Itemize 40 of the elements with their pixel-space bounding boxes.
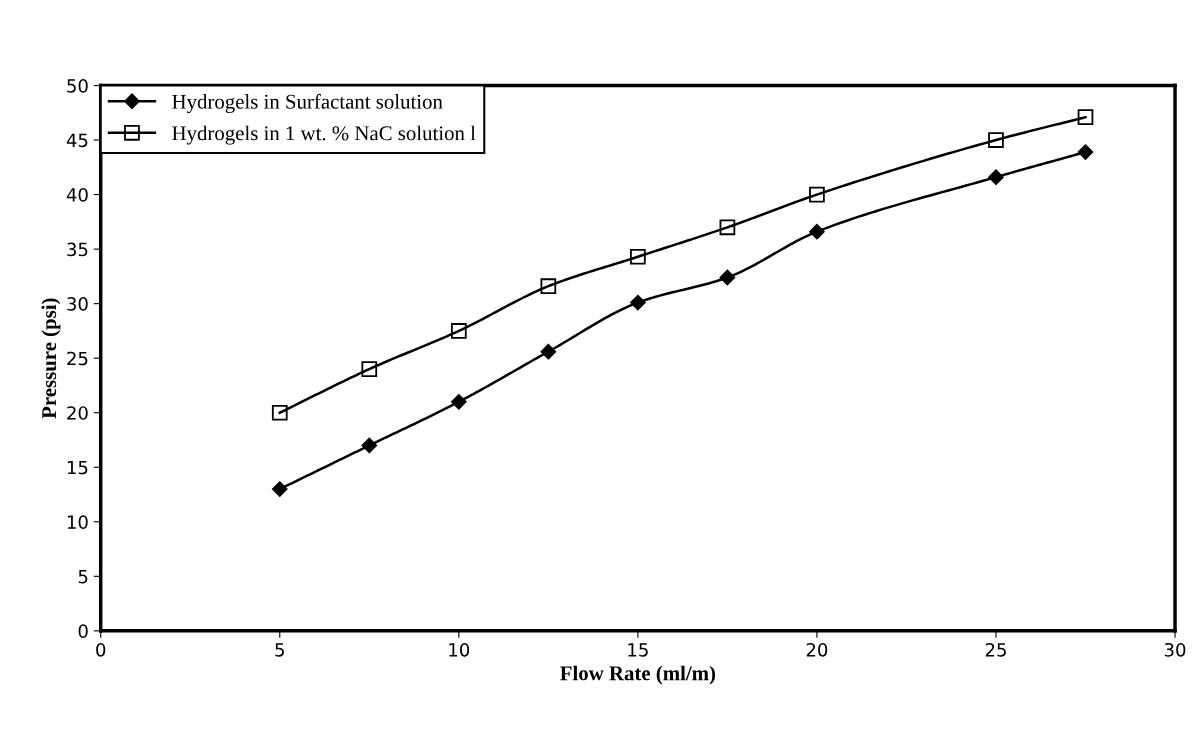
y-tick-label: 45 bbox=[66, 133, 88, 148]
y-tick-label: 10 bbox=[67, 515, 88, 529]
legend-label: Hydrogels in 1 wt. % NaC solution l bbox=[172, 125, 476, 145]
point bbox=[361, 361, 378, 377]
y-axis-title: Pressure (psi) bbox=[41, 298, 61, 419]
y-tick-label: 40 bbox=[66, 188, 88, 202]
point bbox=[809, 186, 825, 203]
point bbox=[630, 294, 646, 311]
point bbox=[719, 219, 736, 236]
x-tick-label: 10 bbox=[449, 642, 470, 657]
point bbox=[361, 437, 378, 454]
point bbox=[630, 248, 646, 265]
point bbox=[719, 269, 736, 286]
point bbox=[540, 278, 557, 295]
y-tick-label: 30 bbox=[67, 297, 88, 311]
point bbox=[451, 394, 467, 410]
point bbox=[450, 323, 467, 339]
point bbox=[1077, 109, 1094, 126]
y-tick-label: 50 bbox=[67, 78, 88, 93]
x-tick-label: 5 bbox=[275, 643, 284, 657]
point bbox=[1077, 144, 1094, 160]
x-tick-label: 0 bbox=[96, 642, 106, 657]
point bbox=[988, 169, 1004, 185]
x-tick-label: 25 bbox=[985, 642, 1006, 657]
y-tick-label: 25 bbox=[67, 351, 88, 366]
y-tick-label: 35 bbox=[67, 242, 88, 257]
y-tick-label: 15 bbox=[67, 460, 88, 475]
point bbox=[540, 343, 557, 360]
point bbox=[809, 223, 825, 240]
y-tick-label: 5 bbox=[78, 570, 88, 584]
legend-label: Hydrogels in Surfactant solution bbox=[172, 93, 443, 114]
point bbox=[988, 132, 1004, 148]
x-tick-label: 20 bbox=[806, 642, 828, 657]
x-tick-label: 30 bbox=[1164, 642, 1186, 657]
x-axis-title: Flow Rate (ml/m) bbox=[560, 665, 716, 685]
y-tick-label: 0 bbox=[78, 624, 88, 638]
point bbox=[271, 481, 288, 497]
y-tick-label: 20 bbox=[67, 406, 88, 420]
point bbox=[271, 404, 288, 421]
x-tick-label: 15 bbox=[628, 643, 648, 657]
